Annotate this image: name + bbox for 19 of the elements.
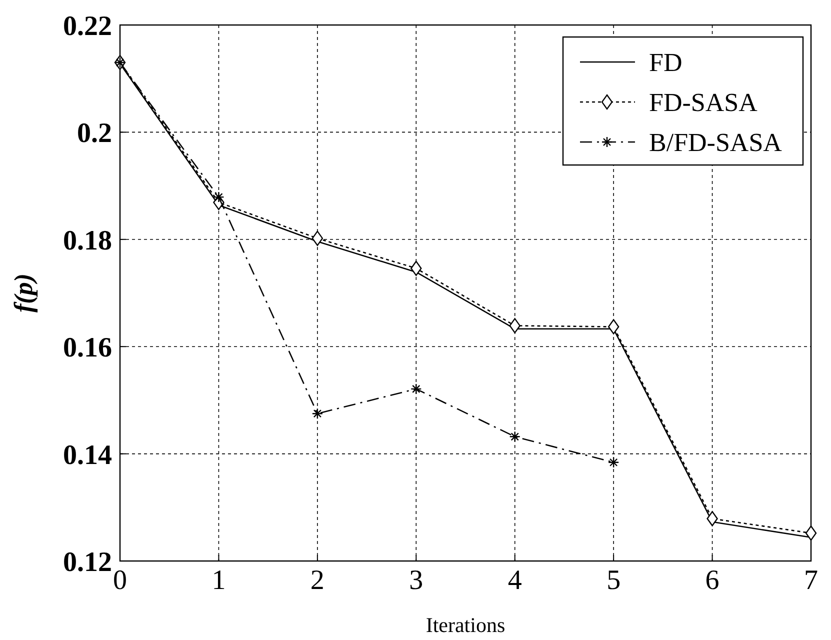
x-tick-label: 3	[409, 565, 424, 596]
x-tick-label: 5	[606, 565, 621, 596]
legend-label: B/FD-SASA	[649, 128, 782, 157]
legend-label: FD	[649, 48, 682, 77]
legend-label: FD-SASA	[649, 88, 758, 117]
y-tick-label: 0.12	[63, 547, 112, 578]
y-axis-title: f(p)	[9, 274, 38, 312]
y-tick-label: 0.2	[77, 118, 112, 150]
y-tick-label: 0.22	[63, 11, 112, 42]
x-tick-label: 1	[212, 565, 226, 596]
y-tick-label: 0.16	[63, 332, 112, 364]
x-tick-label: 2	[310, 565, 324, 596]
x-tick-label: 6	[705, 565, 720, 596]
x-tick-label: 4	[508, 565, 522, 596]
y-tick-label: 0.14	[63, 440, 112, 471]
x-tick-label: 0	[113, 565, 127, 596]
x-axis-title: Iterations	[426, 613, 506, 637]
x-tick-label: 7	[804, 565, 818, 596]
y-tick-label: 0.18	[63, 225, 112, 256]
